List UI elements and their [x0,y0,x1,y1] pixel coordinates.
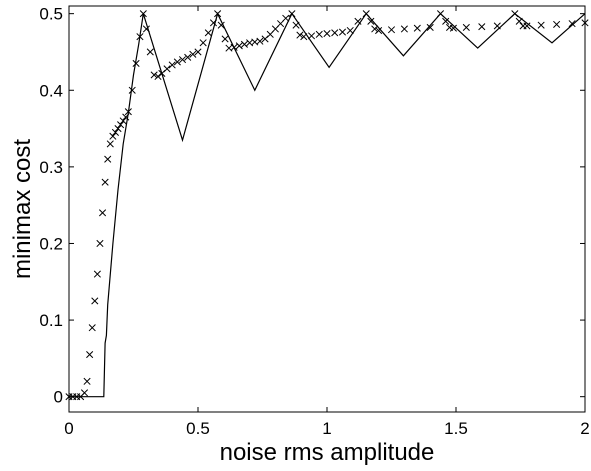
data-point-marker [117,121,125,129]
y-tick-label: 0.3 [39,158,63,177]
data-point-marker [523,22,531,30]
data-point-marker [331,29,339,37]
data-point-marker [136,33,144,41]
data-point-marker [240,40,248,48]
data-point-marker [204,29,212,37]
data-point-marker [142,25,150,33]
data-point-marker [371,25,379,33]
data-point-marker [217,21,225,29]
data-point-marker [209,19,218,27]
data-point-marker [296,31,304,39]
data-point-marker [194,48,202,56]
data-point-marker [442,17,450,25]
data-point-marker [106,140,114,148]
data-point-marker [354,17,362,25]
data-point-marker [511,10,519,18]
series-layer [65,10,589,401]
y-tick-label: 0 [54,388,63,407]
data-point-marker [436,10,445,18]
data-point-marker [288,10,296,18]
data-point-marker [256,37,264,45]
data-point-marker [568,20,576,28]
data-point-marker [230,43,238,51]
data-point-marker [132,59,140,68]
x-tick-label: 0.5 [186,419,210,438]
y-tick-label: 0.4 [39,81,63,100]
data-point-marker [101,178,109,186]
y-tick-label: 0.5 [39,5,63,24]
data-point-marker [199,39,207,47]
series-line [69,12,586,398]
x-tick-label: 1 [322,419,331,438]
data-point-marker [109,132,117,140]
data-point-marker [493,22,501,30]
data-point-marker [178,56,187,64]
x-tick-label: 1.5 [444,419,468,438]
y-tick-label: 0.2 [39,234,63,253]
axis-tick-labels: 0 0.5 1 1.5 2 0 0.1 0.2 0.3 0.4 0.5 [39,5,589,438]
data-point-marker [362,10,370,18]
data-point-marker [307,32,316,40]
data-point-marker [184,53,192,61]
data-point-marker [111,128,119,136]
data-point-marker [150,71,158,79]
data-point-marker [338,28,347,36]
data-point-marker [300,33,308,41]
data-point-marker [235,42,243,50]
data-point-marker [323,30,331,38]
data-point-marker [88,324,96,332]
data-point-marker [315,30,323,38]
data-point-marker [413,24,421,32]
data-point-marker [96,239,104,248]
data-point-marker [83,377,91,385]
data-point-marker [189,50,197,58]
data-point-marker [98,209,107,217]
data-point-marker [292,21,300,29]
data-point-marker [515,17,523,25]
y-tick-label: 0.1 [39,311,63,330]
data-point-marker [80,389,89,397]
data-point-marker [387,26,396,34]
data-point-marker [168,61,176,69]
data-point-marker [86,350,94,359]
data-point-marker [367,17,375,25]
data-point-marker [119,117,127,125]
data-point-marker [163,65,171,73]
data-point-marker [173,58,181,66]
data-point-marker [93,270,101,278]
y-axis-title: minimax cost [9,139,36,279]
data-point-marker [282,14,290,22]
data-point-marker [122,113,130,121]
data-point-marker [124,108,132,116]
data-point-marker [114,125,122,133]
x-tick-label: 2 [580,419,589,438]
series-markers [65,10,589,401]
data-point-marker [400,25,408,33]
data-point-marker [128,86,136,94]
data-point-marker [346,26,354,35]
data-point-marker [91,297,99,305]
data-point-marker [449,24,457,32]
data-point-marker [139,10,147,18]
data-point-marker [537,21,545,29]
x-axis-title: noise rms amplitude [220,439,435,466]
data-point-marker [426,23,434,32]
data-point-marker [221,35,229,43]
plot-frame [68,5,586,413]
data-point-marker [104,155,112,163]
axis-ticks [68,6,586,412]
data-point-marker [375,26,383,35]
data-point-marker [478,23,486,31]
data-point-marker [581,19,589,27]
data-point-marker [553,20,561,28]
data-point-marker [214,10,222,18]
data-point-marker [462,23,470,32]
x-tick-label: 0 [64,419,73,438]
data-point-marker [154,72,162,81]
data-point-marker [146,48,154,56]
